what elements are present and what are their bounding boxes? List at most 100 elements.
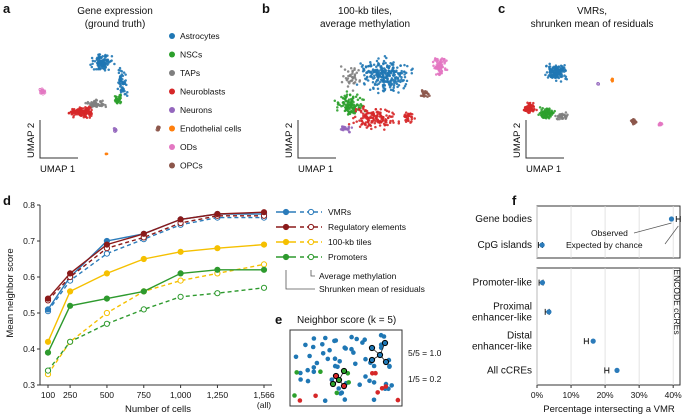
legend-d-solid-marker <box>282 238 290 246</box>
umap-point <box>546 76 550 79</box>
umap-point <box>564 116 567 119</box>
umap-point <box>389 79 393 82</box>
umap-point <box>377 57 380 60</box>
umap-point <box>596 82 600 86</box>
neighbor-point <box>362 337 368 343</box>
legend-d-dashed-caption: Average methylation <box>319 271 397 281</box>
umap-point <box>377 91 380 95</box>
umap-point <box>549 74 552 78</box>
umap-point <box>404 115 407 118</box>
neighbor-point <box>351 350 356 355</box>
umap-point <box>120 70 124 73</box>
umap-point <box>98 53 102 56</box>
neighbor-point <box>343 346 349 351</box>
umap-point <box>118 93 121 97</box>
legend-d-bracket-dashed <box>310 270 315 277</box>
umap-point <box>384 61 387 65</box>
umap-point <box>532 101 535 105</box>
series-2-solid-point <box>177 216 184 223</box>
x-tick-label: 1,250 <box>207 390 229 400</box>
series-2-solid-point <box>260 209 268 216</box>
umap-point <box>101 99 104 103</box>
umap-point <box>84 114 87 118</box>
umap-point <box>542 114 546 118</box>
legend-d-dashed-marker <box>307 253 315 261</box>
neighbor-point <box>313 393 318 399</box>
y-tick-label: 0.4 <box>23 344 35 354</box>
umap-point <box>392 66 395 70</box>
chart-f-row-label: All cCREs <box>487 365 532 376</box>
legend-d-dashed-marker <box>307 208 315 216</box>
umap-point <box>559 80 563 83</box>
umap-point <box>361 112 365 116</box>
umap-point <box>94 98 98 101</box>
neighbor-point <box>297 398 303 403</box>
umap-point <box>391 88 395 92</box>
umap-point <box>378 80 382 84</box>
umap-point <box>353 115 357 119</box>
umap-point <box>431 60 435 64</box>
umap-point <box>87 105 91 109</box>
umap-point <box>552 65 555 69</box>
umap-point <box>563 68 567 72</box>
x-tick-label: 750 <box>137 390 151 400</box>
umap-point <box>631 121 635 124</box>
dot-chart-f: Gene bodies CpG islands Promoter-like Proxi… <box>472 205 682 400</box>
observed-dot <box>668 216 675 222</box>
legend-d-solid-caption: Shrunken mean of residuals <box>319 284 425 294</box>
neighbor-point <box>367 378 372 384</box>
legend-swatch-4 <box>169 88 175 95</box>
neighbor-point <box>298 377 303 382</box>
umap-point <box>350 126 354 129</box>
umap-point <box>156 125 160 129</box>
umap-point <box>345 90 349 93</box>
umap-point <box>124 79 127 82</box>
umap-point <box>438 63 442 66</box>
umap-point <box>553 68 556 72</box>
umap-a-axes <box>39 120 78 159</box>
umap-point <box>365 109 369 113</box>
umap-point <box>117 100 120 103</box>
legend-label-5: Neurons <box>180 105 212 115</box>
umap-point <box>342 127 345 131</box>
umap-point <box>337 101 340 105</box>
umap-point <box>401 79 404 83</box>
umap-point <box>371 121 374 124</box>
umap-point <box>85 116 89 119</box>
umap-point <box>346 70 350 73</box>
umap-point <box>106 63 109 66</box>
umap-point <box>73 111 76 115</box>
umap-point <box>397 120 401 123</box>
umap-point <box>350 109 353 113</box>
legend-swatch-2 <box>169 51 175 58</box>
umap-point <box>102 61 105 65</box>
chart-f-row-label: enhancer-like <box>472 312 532 323</box>
umap-point <box>393 73 396 76</box>
umap-point <box>388 72 391 75</box>
neighbor-highlight <box>329 380 337 388</box>
neighbor-point <box>371 380 377 385</box>
umap-point <box>344 127 348 130</box>
neighbor-point <box>339 390 345 396</box>
series-1-dashed-line <box>47 216 264 312</box>
chart-f-row-label: Promoter-like <box>473 278 533 289</box>
umap-point <box>100 59 103 62</box>
umap-point <box>90 65 94 69</box>
umap-point <box>355 83 359 86</box>
umap-point <box>387 66 391 70</box>
umap-point <box>352 110 355 113</box>
panel-d-label: d <box>3 193 11 208</box>
umap-point <box>102 64 105 67</box>
umap-point <box>344 103 348 107</box>
legend-observed-pointer <box>633 222 672 234</box>
umap-point <box>375 65 378 69</box>
umap-point <box>75 110 79 114</box>
umap-point <box>104 152 108 156</box>
umap-point <box>371 113 375 117</box>
neighbor-point <box>379 386 385 391</box>
umap-point <box>103 69 107 72</box>
umap-point <box>351 72 354 75</box>
umap-point <box>399 80 402 84</box>
umap-point <box>98 68 102 71</box>
umap-point <box>353 105 356 108</box>
